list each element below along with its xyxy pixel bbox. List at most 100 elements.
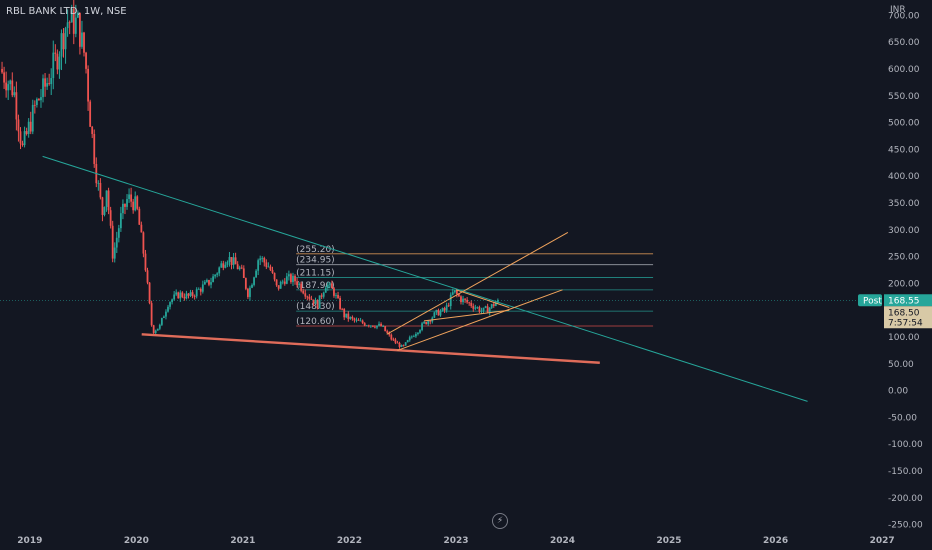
candle-body: [85, 52, 87, 69]
candle-body: [296, 281, 298, 286]
candle-body: [21, 143, 24, 146]
candle-body: [281, 281, 284, 283]
candle-body: [60, 33, 63, 57]
candle-body: [408, 337, 411, 341]
candle-body: [119, 213, 122, 229]
x-tick-label: 2024: [550, 536, 575, 546]
candle-body: [203, 281, 206, 285]
symbol-title[interactable]: RBL BANK LTD, 1W, NSE: [6, 6, 127, 17]
y-tick-label: 600.00: [888, 65, 920, 75]
candle-body: [181, 292, 184, 297]
candle-body: [251, 284, 253, 288]
candle-body: [111, 225, 114, 259]
candle-body: [25, 131, 28, 135]
candle-body: [201, 284, 204, 292]
candle-body: [158, 324, 161, 329]
candle-body: [435, 309, 438, 313]
candle-body: [152, 325, 155, 333]
candle-body: [472, 306, 475, 309]
candle-body: [312, 299, 315, 304]
candle-body: [302, 290, 305, 294]
symbol-interval: 1W: [83, 6, 101, 17]
candle-body: [306, 296, 309, 298]
candle-body: [314, 299, 317, 304]
x-tick-label: 2022: [337, 536, 362, 546]
candle-body: [451, 292, 454, 295]
replay-icon[interactable]: ⚡: [492, 513, 508, 529]
candle-body: [273, 272, 276, 280]
candle-body: [89, 101, 92, 127]
candle-body: [224, 264, 227, 268]
candle-body: [458, 294, 460, 297]
current-price-badge: [884, 306, 932, 329]
candle-body: [447, 305, 450, 307]
candle-body: [283, 281, 286, 284]
candle-body: [220, 263, 223, 268]
candle-body: [146, 270, 149, 283]
x-tick-label: 2021: [230, 536, 255, 546]
candle-body: [361, 320, 364, 324]
candle-body: [124, 203, 126, 207]
candle-body: [99, 182, 102, 198]
candle-body: [371, 325, 374, 327]
candle-body: [320, 295, 323, 297]
candle-body: [9, 80, 12, 85]
candle-body: [64, 28, 67, 50]
y-tick-label: 700.00: [888, 11, 920, 21]
candle-body: [81, 32, 83, 47]
candle-body: [62, 33, 65, 50]
x-tick-label: 2019: [17, 536, 42, 546]
candle-body: [439, 311, 442, 316]
candle-body: [484, 306, 487, 308]
candle-body: [144, 253, 147, 271]
candle-body: [476, 307, 479, 309]
post-price-value: 168.55: [888, 296, 920, 306]
candle-body: [93, 133, 96, 164]
candle-body: [380, 323, 382, 327]
trend-lines: [42, 155, 808, 402]
candle-body: [222, 263, 225, 268]
candle-body: [421, 323, 423, 330]
x-tick-label: 2027: [870, 536, 895, 546]
candle-body: [480, 310, 483, 312]
candle-body: [66, 22, 69, 29]
candle-body: [165, 311, 167, 317]
candle-body: [328, 283, 331, 285]
candle-body: [279, 281, 282, 289]
y-tick-label: -100.00: [888, 440, 923, 450]
candle-body: [310, 298, 313, 300]
candle-body: [109, 210, 112, 226]
candle-body: [400, 344, 403, 347]
candle-body: [242, 268, 245, 278]
y-tick-label: -150.00: [888, 467, 923, 477]
candle-body: [427, 320, 430, 325]
countdown-value: 7:57:54: [888, 318, 923, 328]
candle-body: [72, 8, 75, 34]
candle-body: [318, 295, 321, 309]
candle-body: [322, 292, 325, 297]
candle-body: [490, 304, 493, 308]
candle-body: [230, 257, 233, 265]
post-label: Post: [863, 296, 882, 306]
candle-body: [384, 326, 387, 332]
downtrend-line: [42, 155, 808, 402]
symbol-name: RBL BANK LTD: [6, 6, 78, 17]
candle-body: [156, 328, 159, 331]
candle-body: [148, 282, 151, 304]
candle-body: [259, 258, 262, 261]
candle-body: [234, 257, 237, 265]
candle-body: [38, 99, 40, 101]
candle-body: [113, 247, 116, 259]
y-tick-label: 50.00: [888, 360, 914, 370]
candle-body: [27, 121, 30, 135]
x-tick-label: 2025: [657, 536, 682, 546]
candle-body: [304, 293, 307, 297]
candle-body: [195, 289, 198, 297]
candle-body: [132, 201, 135, 211]
candle-body: [83, 32, 85, 53]
candle-body: [160, 317, 163, 325]
candle-body: [134, 196, 137, 211]
time-axis[interactable]: 2019 2020 2021 2022 2023 2024 2025 2026 2027: [17, 536, 894, 546]
